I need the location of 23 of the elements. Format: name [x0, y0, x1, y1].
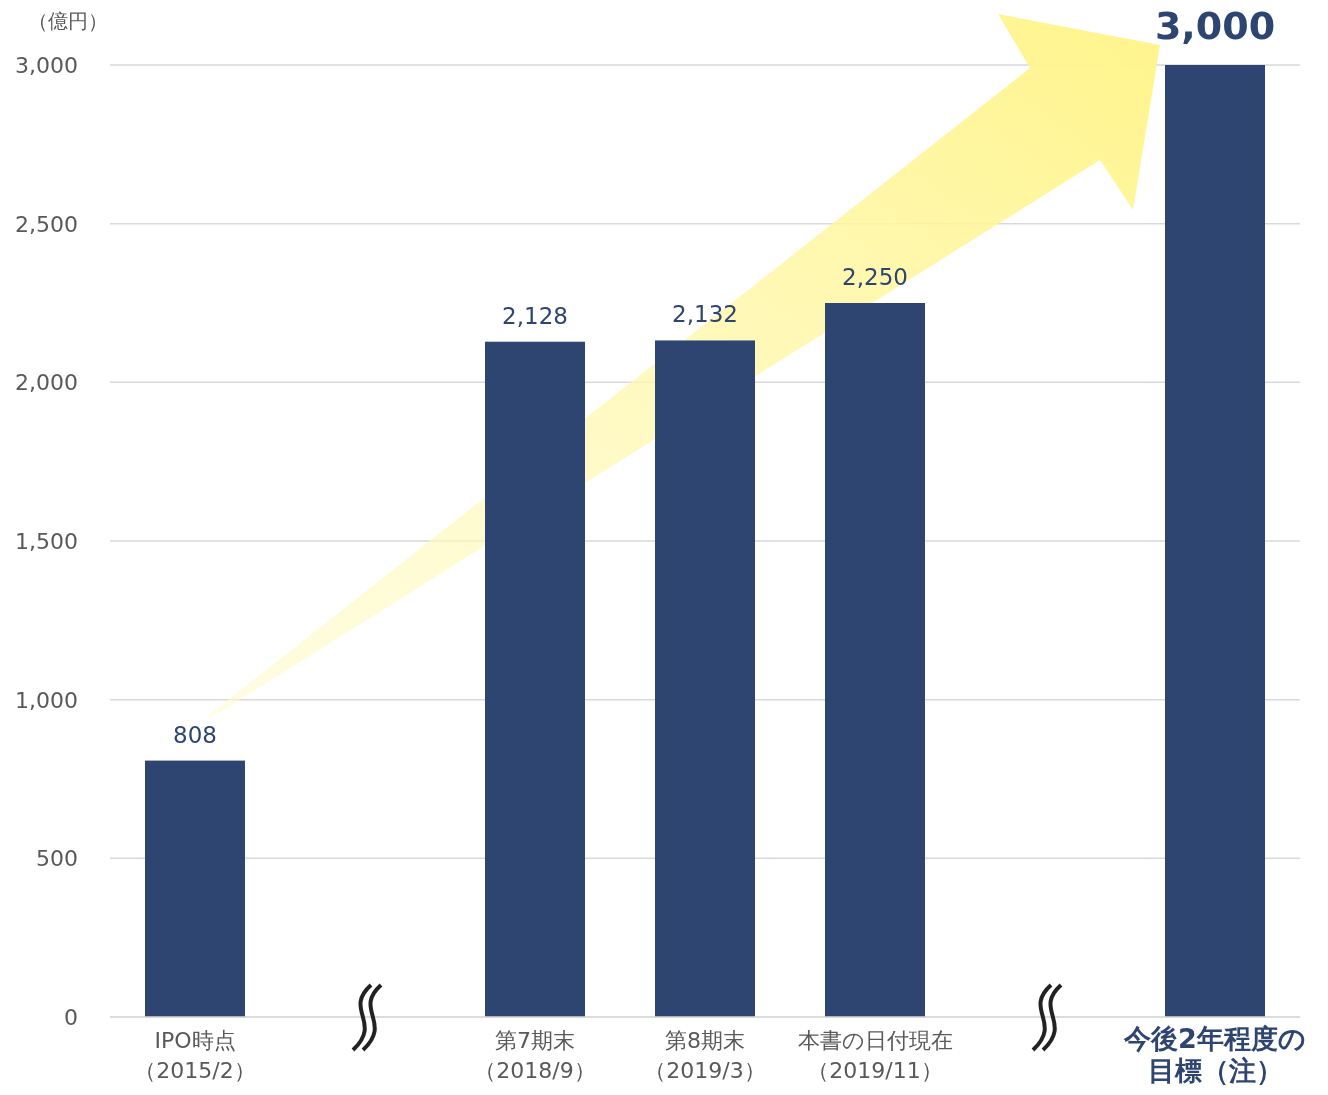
bar	[1165, 65, 1265, 1017]
bar	[485, 341, 585, 1017]
data-label: 2,250	[842, 264, 908, 290]
y-tick-label: 0	[64, 1005, 78, 1030]
y-tick-label: 3,000	[15, 53, 78, 78]
bar	[655, 340, 755, 1017]
y-tick-label: 2,500	[15, 211, 78, 237]
data-label: 808	[173, 721, 217, 748]
y-tick-label: 2,000	[15, 370, 78, 396]
x-tick-label: 第8期末（2019/3）	[644, 1028, 766, 1083]
data-label: 3,000	[1154, 4, 1276, 48]
data-label: 2,128	[502, 302, 568, 329]
bar	[825, 303, 925, 1017]
bar	[145, 760, 245, 1017]
y-tick-label: 1,000	[15, 687, 78, 713]
x-tick-label: 今後2年程度の目標（注）	[1123, 1023, 1306, 1086]
y-tick-label: 500	[36, 846, 78, 872]
x-tick-label: IPO時点（2015/2）	[134, 1028, 256, 1083]
x-tick-label: 第7期末（2018/9）	[474, 1028, 596, 1083]
y-axis-title: （億円）	[28, 9, 108, 33]
data-label: 2,132	[672, 301, 738, 328]
y-tick-label: 1,500	[15, 529, 78, 554]
x-tick-label: 本書の日付現在（2019/11）	[797, 1028, 953, 1083]
